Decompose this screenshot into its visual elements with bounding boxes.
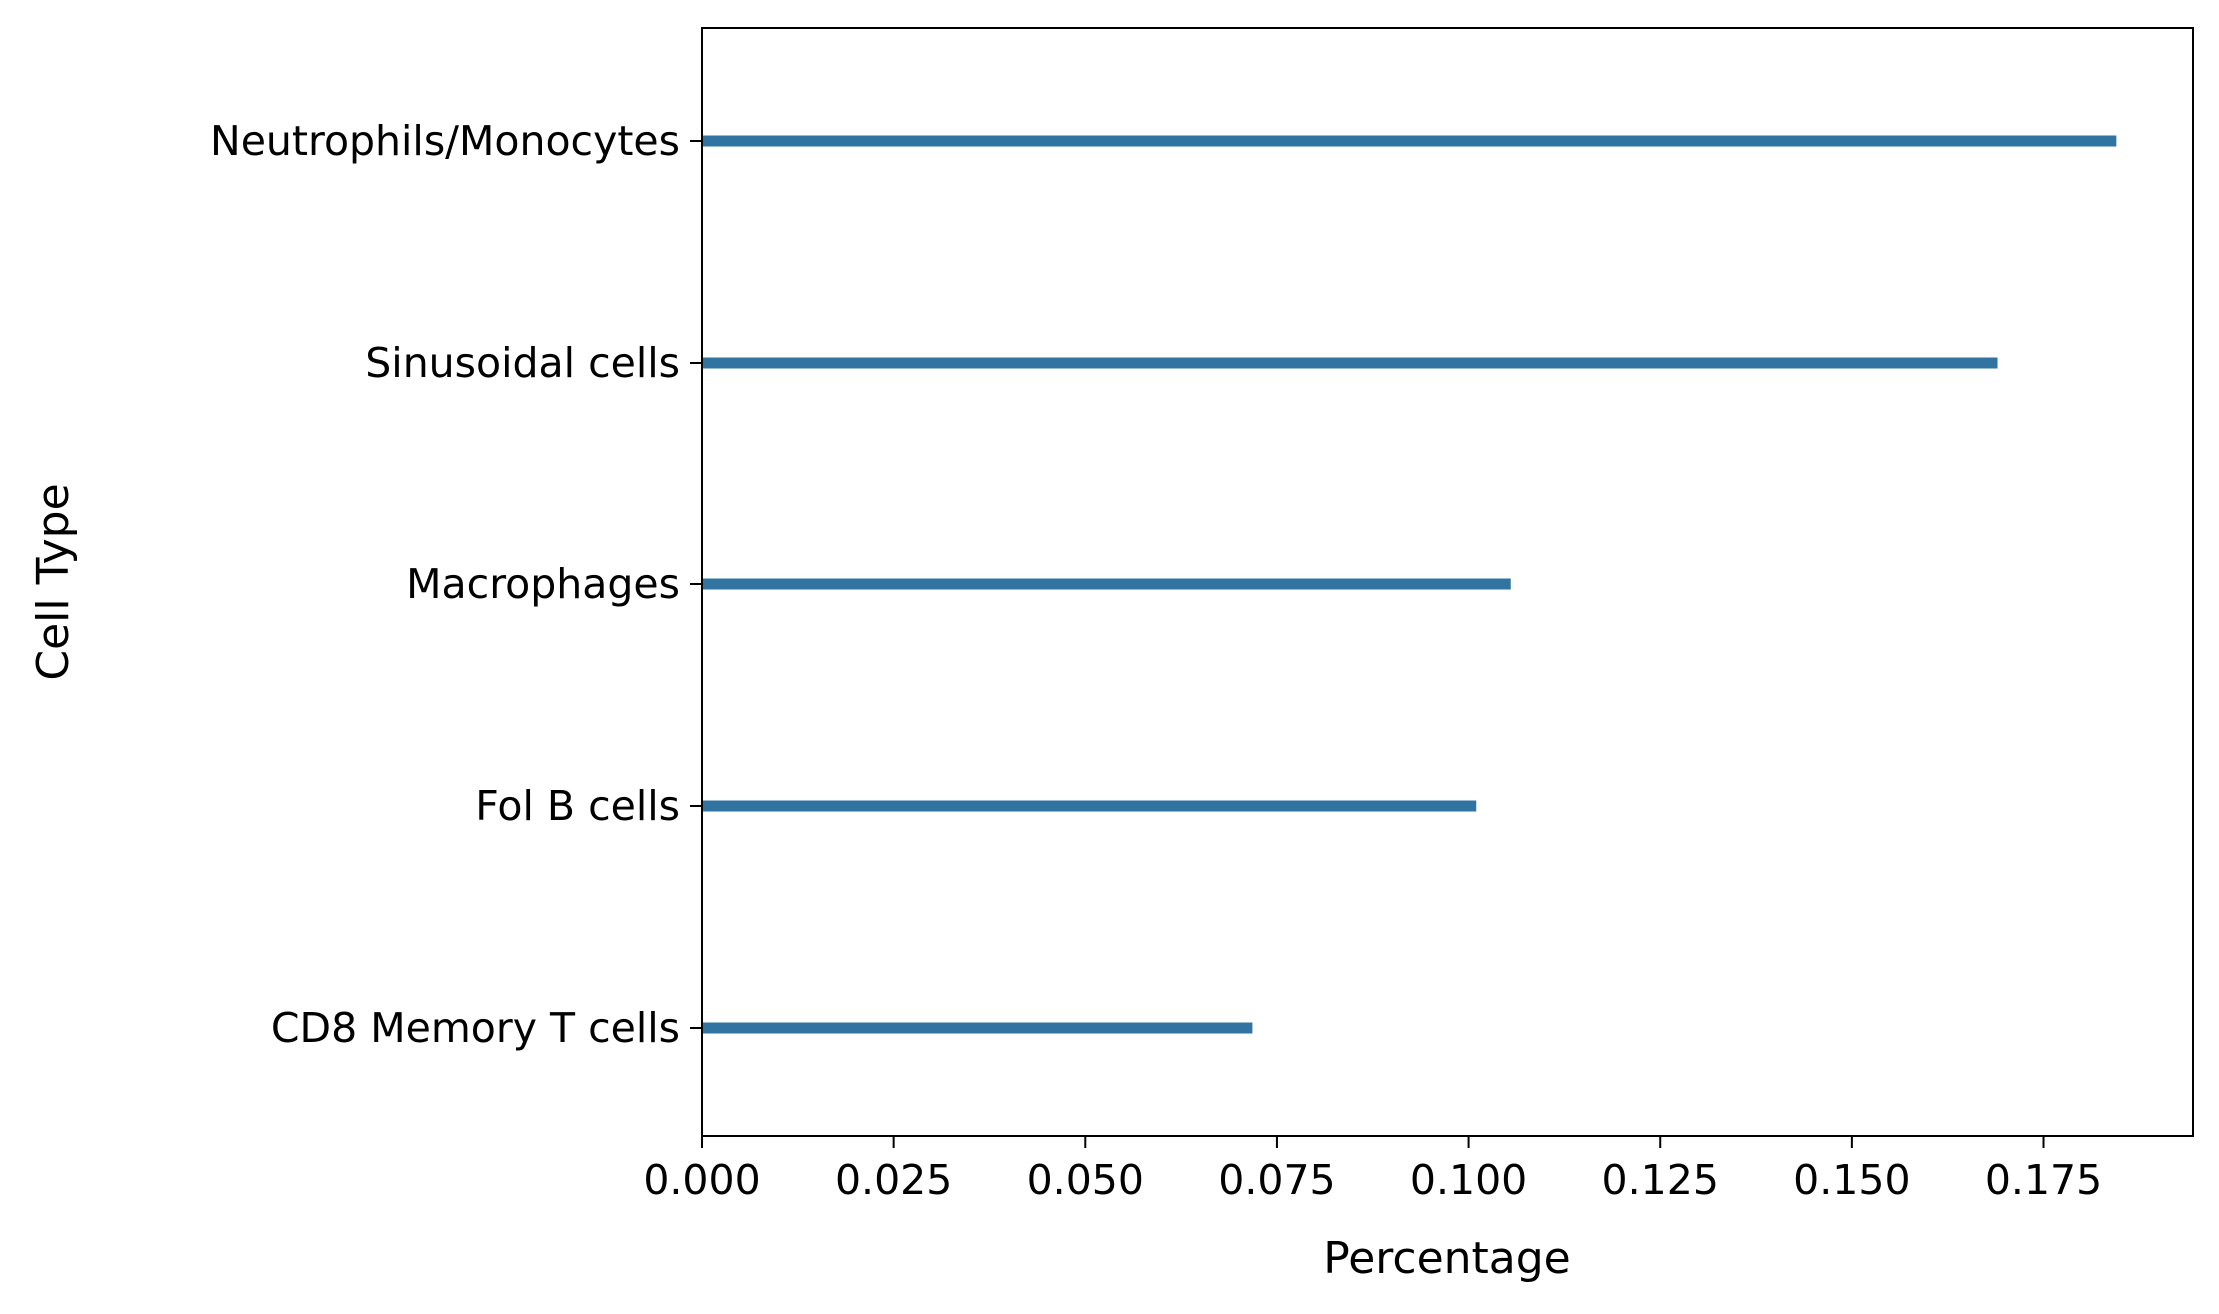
- bar: [702, 578, 1511, 590]
- x-tick-label: 0.025: [835, 1156, 952, 1204]
- x-axis-ticks: 0.000 0.025 0.050 0.075 0.100 0.125 0.150 0.175: [643, 1136, 2102, 1204]
- y-axis-ticks: Neutrophils/Monocytes Sinusoidal cells Mac…: [210, 117, 702, 1052]
- y-tick-label: Fol B cells: [475, 782, 680, 830]
- x-axis-label: Percentage: [1323, 1233, 1571, 1284]
- y-tick-label: Neutrophils/Monocytes: [210, 117, 680, 165]
- y-tick-label: CD8 Memory T cells: [271, 1004, 680, 1052]
- y-tick-label: Macrophages: [406, 560, 680, 608]
- x-tick-label: 0.175: [1985, 1156, 2102, 1204]
- bar: [702, 357, 1998, 369]
- bar: [702, 135, 2117, 147]
- x-tick-label: 0.075: [1218, 1156, 1335, 1204]
- x-tick-label: 0.000: [643, 1156, 760, 1204]
- plot-frame: [701, 27, 2194, 1137]
- y-tick-label: Sinusoidal cells: [365, 339, 680, 387]
- x-tick-label: 0.125: [1602, 1156, 1719, 1204]
- bars-group: [702, 135, 2117, 1034]
- x-tick-label: 0.150: [1793, 1156, 1910, 1204]
- y-axis-label: Cell Type: [28, 483, 79, 680]
- bar: [702, 1022, 1253, 1034]
- bar: [702, 800, 1477, 812]
- x-tick-label: 0.050: [1027, 1156, 1144, 1204]
- x-tick-label: 0.100: [1410, 1156, 1527, 1204]
